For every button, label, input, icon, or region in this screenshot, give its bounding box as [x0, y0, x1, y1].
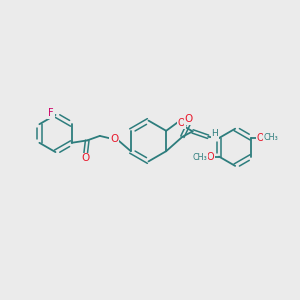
Text: O: O	[110, 134, 118, 144]
Text: CH₃: CH₃	[192, 153, 207, 162]
Text: F: F	[48, 108, 54, 118]
Text: O: O	[177, 118, 185, 128]
Text: O: O	[256, 133, 264, 143]
Text: O: O	[206, 152, 214, 162]
Text: H: H	[212, 129, 218, 138]
Text: O: O	[82, 153, 90, 164]
Text: CH₃: CH₃	[264, 134, 278, 142]
Text: O: O	[185, 114, 193, 124]
